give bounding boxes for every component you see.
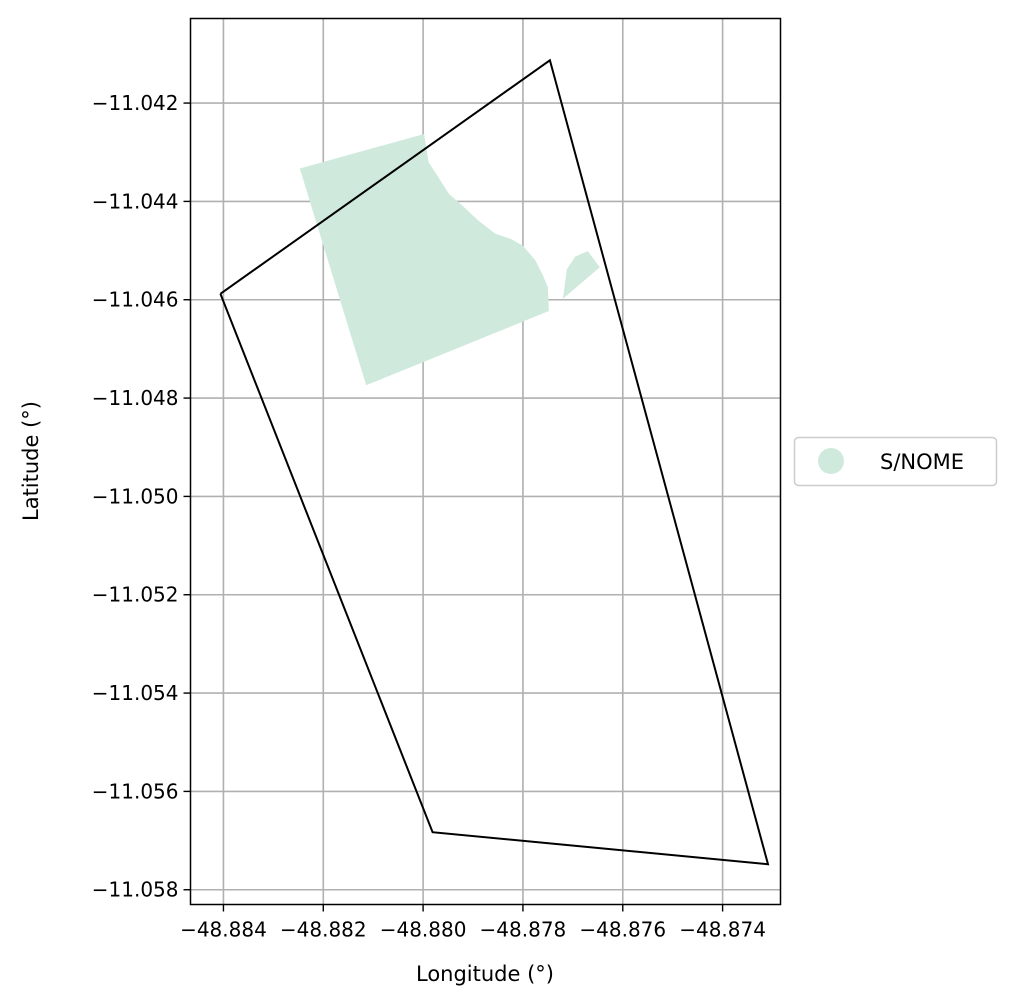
legend-frame — [793, 436, 998, 487]
y-tick-label: −11.042 — [92, 91, 179, 115]
boundary-outline — [219, 58, 770, 866]
y-tick-label: −11.054 — [92, 681, 179, 705]
legend-label: S/NOME — [880, 450, 964, 474]
y-tick-label: −11.044 — [92, 189, 179, 213]
legend-marker — [818, 448, 844, 474]
x-axis-ticks: −48.884 −48.882 −48.880 −48.878 −48.876 −48.8… — [180, 904, 766, 942]
plot-frame — [189, 17, 782, 906]
y-tick-label: −11.046 — [92, 288, 179, 312]
region-polygon — [562, 251, 600, 299]
y-tick-label: −11.048 — [92, 386, 179, 410]
y-tick-label: −11.056 — [92, 779, 179, 803]
gridlines — [190, 18, 781, 905]
region-polygon — [299, 134, 549, 386]
legend: S/NOME — [793, 436, 998, 487]
x-tick-label: −48.884 — [180, 918, 267, 942]
x-tick-label: −48.880 — [380, 918, 467, 942]
y-tick-label: −11.052 — [92, 583, 179, 607]
x-tick-label: −48.876 — [579, 918, 666, 942]
y-axis-ticks: −11.042 −11.044 −11.046 −11.048 −11.050 −11.0… — [92, 91, 191, 902]
x-axis-label: Longitude (°) — [416, 962, 554, 986]
region-layer — [299, 134, 600, 386]
y-axis-label: Latitude (°) — [19, 401, 43, 521]
y-tick-label: −11.050 — [92, 484, 179, 508]
y-tick-label: −11.058 — [92, 878, 179, 902]
x-tick-label: −48.874 — [679, 918, 766, 942]
x-tick-label: −48.878 — [480, 918, 567, 942]
x-tick-label: −48.882 — [280, 918, 367, 942]
boundary-layer — [219, 58, 770, 866]
